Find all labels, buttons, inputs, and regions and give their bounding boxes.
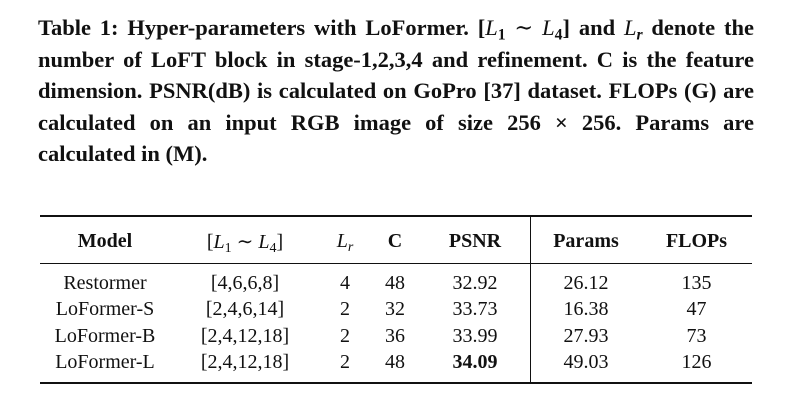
header-cell: Params	[553, 229, 619, 252]
table-cell: [2,4,6,14]	[205, 298, 285, 321]
table-cell: 2	[340, 324, 350, 347]
table-cell: 2	[340, 298, 350, 321]
table-cell: 32	[385, 298, 405, 321]
header-cell: FLOPs	[665, 229, 728, 252]
table-cell: 32.92	[420, 263, 531, 297]
table-cell: 73	[686, 324, 707, 347]
caption-math: 1	[497, 26, 506, 44]
caption-math: r	[636, 26, 643, 44]
table-cell: 49.03	[563, 351, 609, 374]
header-math: r	[347, 239, 354, 255]
header-math: L	[213, 230, 225, 253]
table-cell: 48	[385, 271, 405, 294]
caption: Table 1: Hyper-parameters with LoFormer.…	[38, 12, 754, 170]
table-cell: LoFormer-L	[55, 351, 155, 374]
table-cell: 2	[340, 351, 350, 374]
header-cell: Model	[77, 229, 133, 252]
header-math: 4	[269, 240, 277, 256]
table-row: LoFormer-B [2,4,12,18] 2 36 33.99 27.93 73	[40, 323, 752, 350]
table-cell: 27.93	[563, 324, 609, 347]
header-math: L	[336, 229, 348, 252]
table-cell: 135	[681, 271, 712, 294]
caption-math: L	[542, 15, 555, 40]
table-row: LoFormer-S [2,4,6,14] 2 32 33.73 16.38 47	[40, 296, 752, 323]
table-cell: Restormer	[63, 271, 147, 294]
caption-text: Table 1: Hyper-parameters with LoFormer.	[38, 15, 478, 40]
table-cell: 48	[385, 351, 405, 374]
table-cell: LoFormer-B	[54, 324, 156, 347]
caption-text: ]	[562, 15, 571, 40]
table-cell: 16.38	[563, 298, 609, 321]
table-cell: [4,6,6,8]	[210, 271, 280, 294]
header-cell: Lr	[320, 216, 370, 264]
header-math: ∼	[231, 230, 259, 253]
table-header: Model [L1 ∼ L4] Lr C PSNR Params FLOPs	[40, 216, 752, 264]
table-cell: 33.73	[420, 296, 531, 323]
caption-math: 4	[554, 26, 563, 44]
table-cell: 126	[681, 351, 712, 374]
table-cell: LoFormer-S	[55, 298, 155, 321]
caption-text: [	[477, 15, 486, 40]
header-math: [	[206, 230, 214, 253]
table-body: Restormer [4,6,6,8] 4 48 32.92 26.12 135 LoForm…	[40, 263, 752, 383]
caption-text: denote the number of LoFT block in stage…	[38, 15, 754, 166]
table-cell: [2,4,12,18]	[200, 351, 290, 374]
table-row: Restormer [4,6,6,8] 4 48 32.92 26.12 135	[40, 263, 752, 297]
table-cell: [2,4,12,18]	[200, 324, 290, 347]
header-math: ]	[276, 230, 284, 253]
header-cell: PSNR	[420, 216, 531, 264]
caption-text: and	[570, 15, 624, 40]
table-cell: 26.12	[563, 271, 609, 294]
caption-math: ∼	[505, 15, 543, 40]
table-cell: 34.09	[420, 349, 531, 383]
header-cell: [L1 ∼ L4]	[170, 216, 320, 264]
table-cell: 47	[686, 298, 707, 321]
table-cell: 33.99	[420, 323, 531, 350]
header-cell: C	[387, 229, 403, 252]
table-row: LoFormer-L [2,4,12,18] 2 48 34.09 49.03 126	[40, 349, 752, 383]
header-math: 1	[224, 240, 232, 256]
header-math: L	[258, 230, 270, 253]
caption-math: L	[623, 15, 637, 40]
caption-math: L	[485, 15, 498, 40]
header-row: Model [L1 ∼ L4] Lr C PSNR Params FLOPs	[40, 216, 752, 264]
table-cell: 4	[340, 271, 350, 294]
table: Model [L1 ∼ L4] Lr C PSNR Params FLOPs R…	[40, 215, 752, 384]
table-cell: 36	[385, 324, 405, 347]
